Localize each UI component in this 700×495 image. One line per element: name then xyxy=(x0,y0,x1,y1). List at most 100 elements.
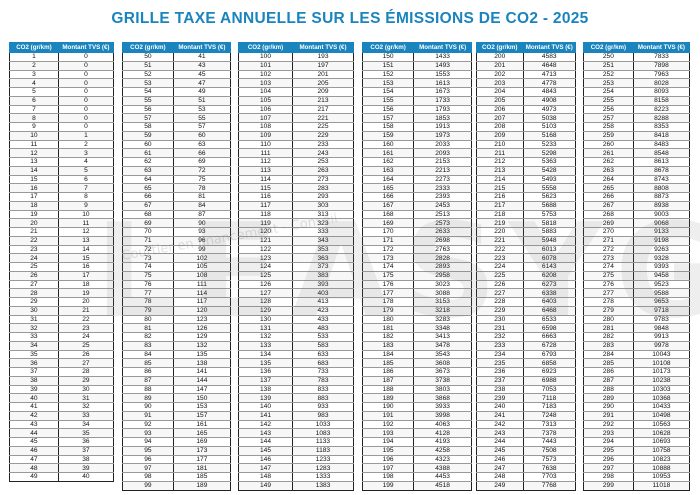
co2-cell: 206 xyxy=(476,105,524,115)
co2-cell: 284 xyxy=(583,350,634,360)
co2-table-5: CO2 (gr/km) Montant TVS (€) 200 4583 201 46… xyxy=(476,42,577,491)
tvs-cell: 209 xyxy=(292,87,354,97)
tvs-cell: 233 xyxy=(292,140,354,150)
table-row: 244 7443 xyxy=(476,437,577,447)
tvs-cell: 433 xyxy=(292,315,354,325)
tvs-cell: 6858 xyxy=(522,358,577,368)
tvs-cell: 10303 xyxy=(632,385,691,395)
tvs-cell: 23 xyxy=(57,323,115,333)
co2-cell: 235 xyxy=(476,358,524,368)
tvs-cell: 108 xyxy=(172,271,232,281)
table-row: 138 833 xyxy=(237,385,354,395)
tvs-cell: 135 xyxy=(172,350,232,360)
tvs-cell: 49 xyxy=(172,87,232,97)
co2-cell: 193 xyxy=(361,428,415,438)
table-row: 21 12 xyxy=(9,227,115,237)
tvs-cell: 2 xyxy=(57,140,115,150)
co2-cell: 196 xyxy=(361,455,415,465)
tvs-cell: 883 xyxy=(292,393,354,403)
tvs-cell: 833 xyxy=(292,385,354,395)
header-tvs: Montant TVS (€) xyxy=(292,42,354,53)
co2-cell: 266 xyxy=(583,192,634,202)
co2-cell: 254 xyxy=(583,87,634,97)
table-row: 149 1383 xyxy=(237,481,354,491)
co2-cell: 138 xyxy=(237,385,294,395)
tvs-cell: 181 xyxy=(172,463,232,473)
co2-cell: 50 xyxy=(122,52,174,62)
table-row: 78 117 xyxy=(122,297,232,307)
header-tvs: Montant TVS (€) xyxy=(522,42,577,53)
tvs-cell: 2333 xyxy=(413,183,472,193)
co2-cell: 104 xyxy=(237,87,294,97)
table-row: 233 6728 xyxy=(476,341,577,351)
table-row: 31 22 xyxy=(9,315,115,325)
co2-cell: 162 xyxy=(361,157,415,167)
tvs-cell: 9263 xyxy=(632,245,691,255)
co2-cell: 75 xyxy=(122,271,174,281)
table-row: 87 144 xyxy=(122,376,232,386)
tvs-cell: 96 xyxy=(172,236,232,246)
tvs-cell: 6663 xyxy=(522,332,577,342)
co2-cell: 258 xyxy=(583,122,634,132)
table-row: 279 9718 xyxy=(583,306,691,316)
co2-cell: 155 xyxy=(361,96,415,106)
table-row: 24 15 xyxy=(9,253,115,263)
table-row: 167 2453 xyxy=(361,201,472,211)
tvs-cell: 243 xyxy=(292,148,354,158)
table-row: 18 9 xyxy=(9,201,115,211)
table-row: 76 111 xyxy=(122,280,232,290)
co2-cell: 145 xyxy=(237,446,294,456)
tvs-cell: 34 xyxy=(57,420,115,430)
table-body: 1 0 2 0 3 0 4 0 5 0 6 0 7 0 8 0 9 0 10 1 11 2 12 3 13 4 14 5 15 6 16 7 1… xyxy=(9,52,115,482)
tvs-cell: 4 xyxy=(57,157,115,167)
table-row: 166 2393 xyxy=(361,192,472,202)
co2-cell: 25 xyxy=(9,262,59,272)
table-row: 237 6988 xyxy=(476,376,577,386)
table-row: 59 60 xyxy=(122,131,232,141)
tvs-cell: 4843 xyxy=(522,87,577,97)
table-row: 210 5233 xyxy=(476,140,577,150)
co2-cell: 11 xyxy=(9,140,59,150)
co2-cell: 192 xyxy=(361,420,415,430)
table-row: 10 1 xyxy=(9,131,115,141)
tvs-cell: 13 xyxy=(57,236,115,246)
co2-cell: 218 xyxy=(476,210,524,220)
table-row: 295 10758 xyxy=(583,446,691,456)
table-row: 224 6143 xyxy=(476,262,577,272)
table-row: 141 983 xyxy=(237,411,354,421)
table-row: 159 1973 xyxy=(361,131,472,141)
tvs-cell: 37 xyxy=(57,446,115,456)
table-row: 160 2033 xyxy=(361,140,472,150)
co2-cell: 58 xyxy=(122,122,174,132)
tvs-cell: 4713 xyxy=(522,70,577,80)
table-row: 96 177 xyxy=(122,455,232,465)
table-row: 243 7378 xyxy=(476,428,577,438)
table-row: 14 5 xyxy=(9,166,115,176)
co2-cell: 99 xyxy=(122,481,174,491)
table-row: 259 8418 xyxy=(583,131,691,141)
co2-cell: 224 xyxy=(476,262,524,272)
co2-cell: 267 xyxy=(583,201,634,211)
table-body: 100 193 101 197 102 201 103 205 104 209 105 213 106 2… xyxy=(237,52,354,491)
table-row: 133 583 xyxy=(237,341,354,351)
table-row: 136 733 xyxy=(237,367,354,377)
table-row: 97 181 xyxy=(122,463,232,473)
table-row: 80 123 xyxy=(122,315,232,325)
table-row: 130 433 xyxy=(237,315,354,325)
co2-cell: 249 xyxy=(476,481,524,491)
tvs-cell: 213 xyxy=(292,96,354,106)
co2-cell: 126 xyxy=(237,280,294,290)
tvs-cell: 7508 xyxy=(522,446,577,456)
tvs-cell: 6078 xyxy=(522,253,577,263)
co2-cell: 4 xyxy=(9,78,59,88)
table-row: 289 10368 xyxy=(583,393,691,403)
tvs-cell: 10823 xyxy=(632,455,691,465)
co2-cell: 158 xyxy=(361,122,415,132)
co2-cell: 291 xyxy=(583,411,634,421)
co2-cell: 245 xyxy=(476,446,524,456)
tvs-cell: 47 xyxy=(172,78,232,88)
table-row: 207 5038 xyxy=(476,113,577,123)
tvs-cell: 132 xyxy=(172,341,232,351)
co2-cell: 43 xyxy=(9,420,59,430)
